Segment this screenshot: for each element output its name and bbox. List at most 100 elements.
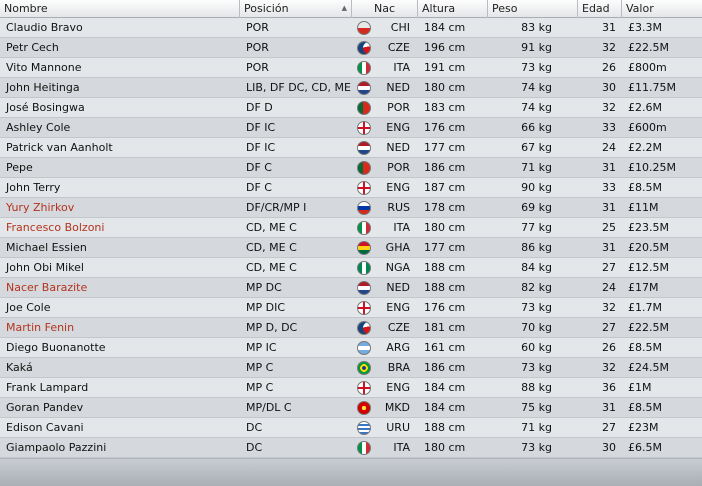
player-value: £24.5M bbox=[628, 361, 669, 374]
player-name[interactable]: Giampaolo Pazzini bbox=[6, 441, 107, 454]
player-height: 181 cm bbox=[424, 321, 466, 334]
player-age: 32 bbox=[602, 41, 616, 54]
flag-icon bbox=[357, 280, 371, 295]
player-height: 188 cm bbox=[424, 261, 466, 274]
flag-icon bbox=[357, 240, 371, 255]
table-row[interactable]: John Obi Mikel CD, ME C NGA 188 cm 84 kg 27 £1… bbox=[0, 258, 702, 278]
player-nationality: CHI bbox=[352, 20, 418, 35]
player-height: 186 cm bbox=[424, 161, 466, 174]
player-value: £11M bbox=[628, 201, 659, 214]
nationality-code: URU bbox=[386, 421, 410, 434]
player-name[interactable]: Yury Zhirkov bbox=[6, 201, 75, 214]
player-name[interactable]: Joe Cole bbox=[6, 301, 51, 314]
player-name[interactable]: Frank Lampard bbox=[6, 381, 89, 394]
player-name[interactable]: Edison Cavani bbox=[6, 421, 84, 434]
table-row[interactable]: José Bosingwa DF D POR 183 cm 74 kg 32 £2.6M bbox=[0, 98, 702, 118]
table-row[interactable]: Ashley Cole DF IC ENG 176 cm 66 kg 33 £600m bbox=[0, 118, 702, 138]
player-position: MP DIC bbox=[246, 301, 286, 314]
player-nationality: ENG bbox=[352, 300, 418, 315]
table-row[interactable]: Petr Cech POR CZE 196 cm 91 kg 32 £22.5M bbox=[0, 38, 702, 58]
player-weight: 83 kg bbox=[521, 21, 552, 34]
column-header-edad[interactable]: Edad bbox=[578, 0, 622, 18]
player-height: 176 cm bbox=[424, 301, 466, 314]
table-row[interactable]: Diego Buonanotte MP IC ARG 161 cm 60 kg 26 £8.… bbox=[0, 338, 702, 358]
player-name[interactable]: Ashley Cole bbox=[6, 121, 71, 134]
player-name[interactable]: Francesco Bolzoni bbox=[6, 221, 105, 234]
player-name[interactable]: Kaká bbox=[6, 361, 33, 374]
player-position: MP C bbox=[246, 361, 274, 374]
player-position: DF/CR/MP I bbox=[246, 201, 307, 214]
player-age: 27 bbox=[602, 261, 616, 274]
player-weight: 74 kg bbox=[521, 81, 552, 94]
player-nationality: ITA bbox=[352, 220, 418, 235]
column-header-nombre[interactable]: Nombre bbox=[0, 0, 240, 18]
nationality-code: POR bbox=[387, 101, 410, 114]
player-value: £17M bbox=[628, 281, 659, 294]
column-header-posicion[interactable]: Posición bbox=[240, 0, 352, 18]
player-weight: 82 kg bbox=[521, 281, 552, 294]
flag-icon bbox=[357, 120, 371, 135]
player-name[interactable]: Goran Pandev bbox=[6, 401, 84, 414]
column-header-peso[interactable]: Peso bbox=[488, 0, 578, 18]
table-row[interactable]: Patrick van Aanholt DF IC NED 177 cm 67 kg 24… bbox=[0, 138, 702, 158]
table-row[interactable]: Michael Essien CD, ME C GHA 177 cm 86 kg 31 £2… bbox=[0, 238, 702, 258]
table-row[interactable]: Pepe DF C POR 186 cm 71 kg 31 £10.25M bbox=[0, 158, 702, 178]
player-name[interactable]: Pepe bbox=[6, 161, 33, 174]
table-row[interactable]: Francesco Bolzoni CD, ME C ITA 180 cm 77 kg 2… bbox=[0, 218, 702, 238]
nationality-code: CZE bbox=[387, 321, 410, 334]
table-row[interactable]: Martin Fenin MP D, DC CZE 181 cm 70 kg 27 £22.… bbox=[0, 318, 702, 338]
table-row[interactable]: Vito Mannone POR ITA 191 cm 73 kg 26 £800m bbox=[0, 58, 702, 78]
column-header-nac[interactable]: Nac bbox=[352, 0, 418, 18]
nationality-code: ITA bbox=[393, 441, 410, 454]
table-row[interactable]: John Terry DF C ENG 187 cm 90 kg 33 £8.5M bbox=[0, 178, 702, 198]
table-row[interactable]: Frank Lampard MP C ENG 184 cm 88 kg 36 £1M bbox=[0, 378, 702, 398]
player-height: 187 cm bbox=[424, 181, 466, 194]
player-position: POR bbox=[246, 41, 269, 54]
table-row[interactable]: John Heitinga LIB, DF DC, CD, ME ... NED 18… bbox=[0, 78, 702, 98]
table-row[interactable]: Giampaolo Pazzini DC ITA 180 cm 73 kg 30 £6.5M bbox=[0, 438, 702, 458]
table-row[interactable]: Goran Pandev MP/DL C MKD 184 cm 75 kg 31 £8.5M bbox=[0, 398, 702, 418]
player-name[interactable]: John Heitinga bbox=[6, 81, 80, 94]
player-age: 33 bbox=[602, 121, 616, 134]
player-nationality: URU bbox=[352, 420, 418, 435]
player-value: £12.5M bbox=[628, 261, 669, 274]
player-nationality: ENG bbox=[352, 180, 418, 195]
player-position: MP/DL C bbox=[246, 401, 292, 414]
player-position: CD, ME C bbox=[246, 261, 297, 274]
nationality-code: MKD bbox=[384, 401, 410, 414]
flag-icon bbox=[357, 80, 371, 95]
player-age: 31 bbox=[602, 161, 616, 174]
player-age: 30 bbox=[602, 441, 616, 454]
table-row[interactable]: Yury Zhirkov DF/CR/MP I RUS 178 cm 69 kg 31 £1… bbox=[0, 198, 702, 218]
player-name[interactable]: Diego Buonanotte bbox=[6, 341, 106, 354]
nationality-code: ARG bbox=[386, 341, 410, 354]
flag-icon bbox=[357, 220, 371, 235]
player-name[interactable]: Nacer Barazite bbox=[6, 281, 88, 294]
column-header-valor[interactable]: Valor bbox=[626, 2, 654, 15]
table-row[interactable]: Nacer Barazite MP DC NED 188 cm 82 kg 24 £17M bbox=[0, 278, 702, 298]
player-value: £600m bbox=[628, 121, 667, 134]
table-row[interactable]: Edison Cavani DC URU 188 cm 71 kg 27 £23M bbox=[0, 418, 702, 438]
player-value: £1.7M bbox=[628, 301, 662, 314]
player-height: 188 cm bbox=[424, 421, 466, 434]
player-name[interactable]: Martin Fenin bbox=[6, 321, 75, 334]
player-name[interactable]: Patrick van Aanholt bbox=[6, 141, 113, 154]
nationality-code: ENG bbox=[386, 301, 410, 314]
player-name[interactable]: Petr Cech bbox=[6, 41, 59, 54]
player-age: 24 bbox=[602, 281, 616, 294]
player-weight: 77 kg bbox=[521, 221, 552, 234]
table-row[interactable]: Claudio Bravo POR CHI 184 cm 83 kg 31 £3.3M bbox=[0, 18, 702, 38]
player-weight: 71 kg bbox=[521, 161, 552, 174]
flag-icon bbox=[357, 160, 371, 175]
player-name[interactable]: John Terry bbox=[6, 181, 61, 194]
column-header-altura[interactable]: Altura bbox=[418, 0, 488, 18]
table-row[interactable]: Kaká MP C BRA 186 cm 73 kg 32 £24.5M bbox=[0, 358, 702, 378]
player-name[interactable]: Claudio Bravo bbox=[6, 21, 83, 34]
player-name[interactable]: Michael Essien bbox=[6, 241, 87, 254]
player-name[interactable]: José Bosingwa bbox=[6, 101, 85, 114]
player-value: £6.5M bbox=[628, 441, 662, 454]
table-row[interactable]: Joe Cole MP DIC ENG 176 cm 73 kg 32 £1.7M bbox=[0, 298, 702, 318]
player-name[interactable]: John Obi Mikel bbox=[6, 261, 84, 274]
player-position: MP D, DC bbox=[246, 321, 298, 334]
player-name[interactable]: Vito Mannone bbox=[6, 61, 82, 74]
